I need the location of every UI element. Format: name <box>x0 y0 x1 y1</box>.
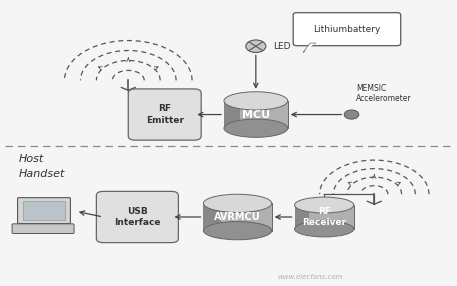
FancyBboxPatch shape <box>295 205 309 229</box>
Text: Host: Host <box>19 154 44 164</box>
Ellipse shape <box>295 221 354 237</box>
Ellipse shape <box>203 222 272 240</box>
FancyBboxPatch shape <box>96 191 178 243</box>
Text: Handset: Handset <box>19 169 65 179</box>
Text: MEMSIC
Accelerometer: MEMSIC Accelerometer <box>356 84 412 103</box>
Text: AVRMCU: AVRMCU <box>214 212 261 222</box>
Text: RF
Receiver: RF Receiver <box>302 207 346 227</box>
FancyBboxPatch shape <box>12 224 74 233</box>
FancyBboxPatch shape <box>17 198 70 224</box>
Circle shape <box>246 40 266 53</box>
Text: USB
Interface: USB Interface <box>114 207 160 227</box>
FancyBboxPatch shape <box>293 13 401 46</box>
Ellipse shape <box>295 197 354 213</box>
FancyBboxPatch shape <box>203 203 221 231</box>
Text: Lithiumbattery: Lithiumbattery <box>313 25 381 34</box>
Ellipse shape <box>224 119 288 137</box>
FancyBboxPatch shape <box>203 203 272 231</box>
Text: RF
Emitter: RF Emitter <box>146 104 184 125</box>
FancyBboxPatch shape <box>224 101 288 128</box>
Circle shape <box>344 110 359 119</box>
Polygon shape <box>303 43 315 52</box>
FancyBboxPatch shape <box>295 205 354 229</box>
Ellipse shape <box>203 194 272 212</box>
FancyBboxPatch shape <box>128 89 201 140</box>
Text: www.elecfans.com: www.elecfans.com <box>278 274 343 280</box>
FancyBboxPatch shape <box>224 101 240 128</box>
Ellipse shape <box>224 92 288 110</box>
Text: MCU: MCU <box>242 110 270 120</box>
Text: LED: LED <box>273 42 290 51</box>
FancyBboxPatch shape <box>22 201 65 221</box>
